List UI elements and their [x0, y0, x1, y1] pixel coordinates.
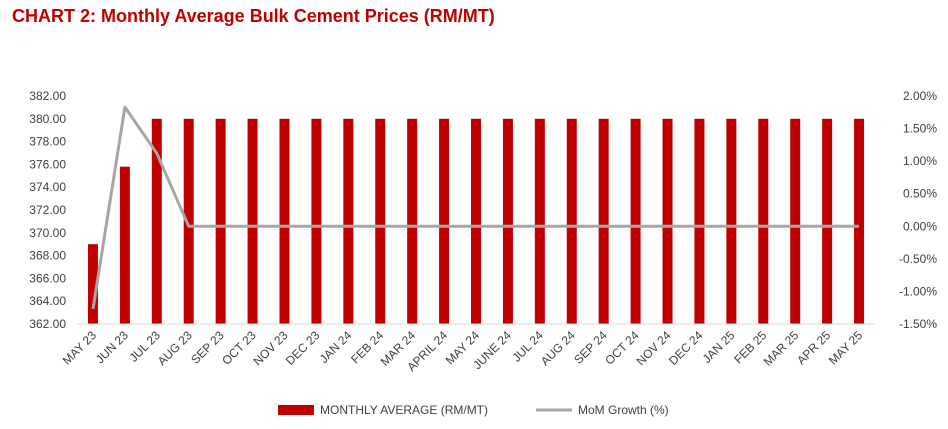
bar: [279, 118, 290, 324]
y-tick-right: 0.50%: [903, 187, 937, 201]
bar: [247, 118, 258, 324]
x-tick-label: MAY 23: [60, 328, 100, 368]
bar: [790, 118, 801, 324]
y-tick-right: 1.50%: [903, 122, 937, 136]
bar: [183, 118, 194, 324]
x-tick-label: MAY 25: [826, 328, 866, 368]
y-tick-left: 372.00: [29, 203, 66, 217]
legend: MONTHLY AVERAGE (RM/MT) MoM Growth (%): [278, 403, 669, 417]
bar: [343, 118, 354, 324]
y-tick-left: 368.00: [29, 249, 66, 263]
bar: [534, 118, 545, 324]
chart-title: CHART 2: Monthly Average Bulk Cement Pri…: [12, 6, 495, 26]
bar: [726, 118, 737, 324]
bar: [630, 118, 641, 324]
x-tick-label: JUN 23: [93, 328, 131, 366]
legend-label-line: MoM Growth (%): [578, 403, 669, 417]
y-tick-right: -1.50%: [899, 317, 937, 331]
x-tick-label: DEC 24: [666, 328, 706, 368]
x-tick-label: AUG 23: [155, 328, 195, 368]
x-tick-label: APR 25: [794, 328, 833, 367]
legend-label-bar: MONTHLY AVERAGE (RM/MT): [320, 403, 488, 417]
x-tick-label: NOV 23: [251, 328, 291, 368]
y-tick-left: 370.00: [29, 226, 66, 240]
bar-series: [87, 118, 865, 324]
bar: [758, 118, 769, 324]
bar: [439, 118, 450, 324]
bar: [151, 118, 162, 324]
y-tick-left: 378.00: [29, 135, 66, 149]
y-tick-left: 376.00: [29, 157, 66, 171]
y-tick-right: 1.00%: [903, 154, 937, 168]
x-tick-label: MAR 25: [761, 328, 802, 369]
bar: [662, 118, 673, 324]
mom-growth-line: [91, 105, 859, 310]
x-tick-label: DEC 23: [283, 328, 323, 368]
bar: [215, 118, 226, 324]
bar: [119, 166, 130, 324]
bar: [311, 118, 322, 324]
x-tick-label: NOV 24: [634, 328, 674, 368]
bar: [87, 244, 98, 324]
bar: [854, 118, 865, 324]
y-tick-left: 364.00: [29, 294, 66, 308]
y-tick-left: 374.00: [29, 180, 66, 194]
bar: [375, 118, 386, 324]
x-tick-label: JAN 25: [700, 328, 738, 366]
x-tick-label: AUG 24: [538, 328, 578, 368]
bar: [598, 118, 609, 324]
y-tick-left: 362.00: [29, 317, 66, 331]
bar: [502, 118, 513, 324]
y-tick-left: 382.00: [29, 89, 66, 103]
bar: [694, 118, 705, 324]
legend-swatch-bar: [278, 405, 314, 415]
y-tick-left: 380.00: [29, 112, 66, 126]
y-tick-right: -1.00%: [899, 284, 937, 298]
y-tick-right: 0.00%: [903, 219, 937, 233]
bar: [471, 118, 481, 324]
y-tick-right: -0.50%: [899, 252, 937, 266]
bar: [566, 118, 577, 324]
line-series: [91, 105, 860, 310]
bar: [407, 118, 418, 324]
y-tick-left: 366.00: [29, 271, 66, 285]
x-tick-label: JAN 24: [317, 328, 355, 366]
axes: 362.00 364.00 366.00 368.00 370.00 372.00 374.…: [29, 89, 937, 374]
bar: [822, 118, 833, 324]
y-tick-right: 2.00%: [903, 89, 937, 103]
